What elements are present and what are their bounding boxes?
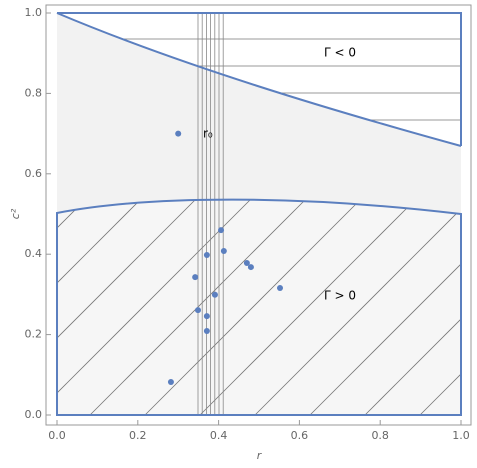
hatch-line — [57, 199, 440, 415]
point — [220, 247, 227, 254]
point — [203, 252, 210, 259]
point — [167, 379, 174, 386]
point — [277, 284, 284, 291]
y-tick-label: 0.2 — [25, 328, 43, 341]
y-tick-label: 0.8 — [25, 86, 43, 99]
annotation: r₀ — [203, 127, 213, 141]
point — [203, 327, 210, 334]
x-tick-label: 0.6 — [291, 429, 309, 442]
hatch-line — [57, 199, 385, 415]
upper-boundary — [56, 12, 462, 147]
point — [203, 313, 210, 320]
hatch-line — [309, 199, 461, 415]
lower-boundary — [56, 198, 462, 416]
hatch-line — [89, 199, 461, 415]
hatch-line — [57, 199, 275, 415]
point — [175, 130, 182, 137]
hatch-line — [199, 199, 461, 415]
x-tick-label: 1.0 — [452, 429, 470, 442]
x-tick-label: 0.8 — [371, 429, 389, 442]
lower-region — [57, 199, 461, 415]
annotation: Γ < 0 — [324, 46, 356, 60]
frame — [45, 4, 472, 426]
point — [243, 260, 250, 267]
hatch-line — [364, 199, 461, 415]
y-tick-label: 1.0 — [25, 6, 43, 19]
x-axis-label: r — [257, 449, 263, 462]
hatch-line — [57, 199, 330, 415]
x-tick-label: 0.0 — [48, 429, 66, 442]
y-tick-label: 0.6 — [25, 167, 43, 180]
x-tick-label: 0.4 — [210, 429, 228, 442]
y-axis-label: c² — [9, 208, 22, 219]
point — [194, 307, 201, 314]
point — [247, 264, 254, 271]
r0-band — [197, 13, 224, 415]
point — [192, 274, 199, 281]
y-tick-label: 0.4 — [25, 247, 43, 260]
point — [218, 227, 225, 234]
y-tick-label: 0.0 — [25, 408, 43, 421]
x-tick-label: 0.2 — [129, 429, 147, 442]
point — [211, 291, 218, 298]
hatch-line — [144, 199, 461, 415]
annotation: Γ > 0 — [324, 289, 356, 303]
